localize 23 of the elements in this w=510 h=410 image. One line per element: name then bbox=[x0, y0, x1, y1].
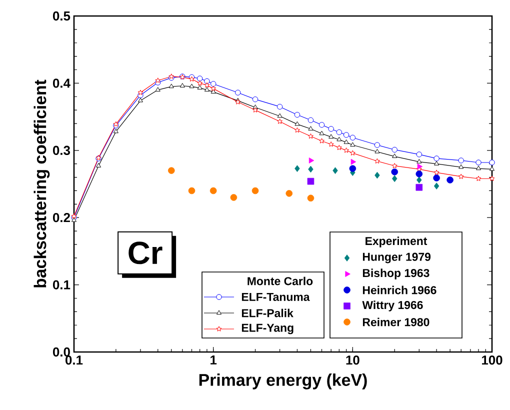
legend-label: Wittry 1966 bbox=[362, 300, 423, 312]
legend-label: ELF-Palik bbox=[242, 308, 294, 318]
legend-label: Reimer 1980 bbox=[362, 318, 430, 326]
y-tick-label: 0.2 bbox=[52, 213, 70, 222]
y-tick-label: 0.4 bbox=[52, 78, 70, 88]
y-tick-label: 0.5 bbox=[52, 11, 70, 21]
annotation: Experiment bbox=[366, 236, 428, 248]
legend-label: ELF-Tanuma bbox=[242, 293, 310, 301]
legend-title: Monte Carlo bbox=[248, 276, 313, 286]
legend-label: Heinrich 1966 bbox=[362, 286, 436, 294]
x-tick-label: 1 bbox=[210, 356, 217, 364]
y-tick-label: 0.1 bbox=[52, 280, 70, 290]
x-axis-title: Primary energy (keV) bbox=[199, 374, 367, 390]
legend-label: Bishop 1963 bbox=[362, 268, 430, 280]
x-tick-label: 10 bbox=[346, 356, 360, 365]
y-tick-label: 0.3 bbox=[52, 146, 70, 155]
legend-label: ELF-Yang bbox=[242, 324, 294, 334]
x-tick-label: 100 bbox=[482, 356, 502, 365]
y-axis-title: backscattering coefficient bbox=[34, 80, 50, 288]
legend-label: Hunger 1979 bbox=[362, 252, 431, 264]
y-tick-label: 0.0 bbox=[52, 347, 70, 357]
x-tick-label: 0.1 bbox=[66, 356, 83, 365]
annotation: Cr bbox=[128, 242, 162, 264]
